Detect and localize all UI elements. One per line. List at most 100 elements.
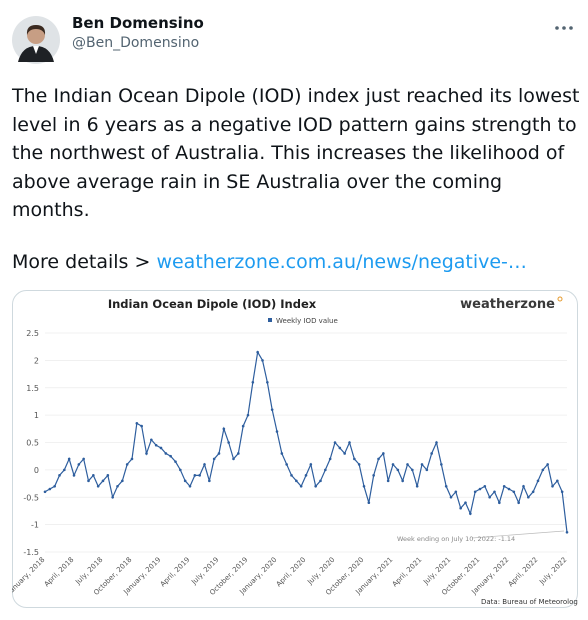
point [425, 468, 429, 472]
point [116, 485, 119, 488]
avatar[interactable] [12, 16, 60, 64]
point [188, 485, 192, 488]
point [324, 468, 327, 472]
point [130, 457, 134, 461]
point [227, 441, 230, 444]
point [208, 479, 211, 483]
point [502, 485, 506, 488]
point [135, 422, 139, 425]
point [77, 463, 81, 466]
point [512, 490, 516, 494]
point [232, 457, 235, 461]
point [111, 495, 114, 499]
point [536, 479, 540, 483]
point [343, 452, 346, 455]
point [415, 485, 419, 488]
point [386, 479, 390, 483]
point [159, 446, 163, 450]
point [454, 490, 458, 494]
point [198, 474, 201, 477]
y-tick-label: 2.5 [26, 329, 39, 338]
point [101, 479, 105, 483]
chart-title: Indian Ocean Dipole (IOD) Index [108, 297, 317, 311]
point [299, 485, 303, 488]
point [367, 501, 371, 505]
point [193, 474, 197, 477]
legend-marker [268, 318, 272, 322]
point [449, 495, 453, 499]
point [551, 485, 554, 488]
point [459, 506, 462, 510]
point [309, 463, 313, 466]
point [241, 424, 245, 428]
point [488, 495, 491, 499]
point [58, 474, 61, 477]
point [531, 490, 535, 494]
y-tick-label: 0.5 [26, 439, 39, 448]
point [357, 463, 361, 466]
point [406, 463, 409, 466]
point [145, 452, 148, 455]
point [290, 474, 293, 477]
point [48, 487, 52, 491]
point [440, 463, 443, 466]
point [391, 463, 395, 466]
point [353, 457, 356, 461]
point [362, 485, 366, 488]
point [377, 457, 380, 461]
point [72, 474, 76, 477]
more-menu[interactable] [552, 22, 576, 34]
point [333, 441, 337, 444]
point [212, 457, 216, 461]
point [125, 463, 129, 466]
display-name[interactable]: Ben Domensino [72, 14, 204, 32]
point [338, 446, 342, 450]
point [266, 380, 269, 384]
point [560, 490, 564, 494]
point [96, 485, 100, 488]
point [87, 479, 90, 483]
point [150, 438, 153, 442]
point [169, 454, 172, 458]
y-tick-label: 1.5 [26, 384, 39, 393]
point [203, 463, 206, 466]
source: Data: Bureau of Meteorology [481, 598, 578, 606]
point [527, 495, 530, 499]
point [411, 468, 414, 472]
point [121, 479, 124, 483]
y-tick-label: -0.5 [23, 493, 39, 502]
point [43, 490, 47, 494]
point [319, 479, 322, 483]
point [556, 479, 559, 483]
point [517, 501, 520, 505]
point [295, 479, 298, 483]
point [493, 490, 496, 494]
legend-label: Weekly IOD value [276, 317, 338, 325]
point [314, 485, 317, 488]
point [217, 452, 221, 455]
point [63, 468, 66, 472]
handle[interactable]: @Ben_Domensino [72, 35, 200, 51]
chart-card[interactable]: Indian Ocean Dipole (IOD) Index weatherz… [12, 290, 578, 608]
y-tick-label: -1.5 [23, 548, 39, 557]
point [140, 424, 143, 428]
point [348, 441, 351, 444]
link[interactable]: weatherzone.com.au/news/negative-… [156, 251, 527, 273]
point [106, 474, 110, 477]
point [396, 468, 400, 472]
point [546, 463, 549, 466]
point [401, 479, 404, 483]
point [372, 474, 375, 477]
point [304, 474, 308, 477]
point [237, 452, 240, 455]
point [174, 460, 177, 463]
point [246, 413, 250, 417]
point [541, 468, 545, 472]
tweet-text: The Indian Ocean Dipole (IOD) index just… [12, 85, 580, 221]
point [275, 430, 279, 433]
more-prefix: More details > [12, 251, 151, 273]
point [522, 485, 525, 488]
point [483, 485, 487, 488]
point [270, 408, 274, 411]
point [285, 463, 288, 466]
